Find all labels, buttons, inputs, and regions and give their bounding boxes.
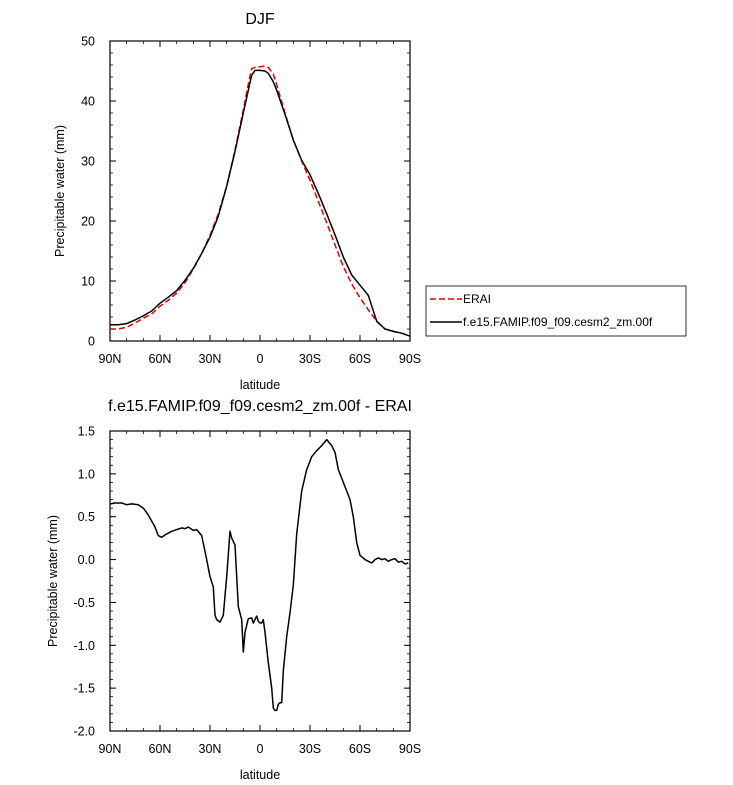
x-tick-label: 0 <box>257 742 264 756</box>
plot-frame <box>109 40 411 342</box>
djf-panel: DJF 90N 60N 30N 0 30S 60S 90S 0 10 20 30 40 50 latit… <box>53 11 421 392</box>
legend-entry-erai: ERAI <box>463 292 491 306</box>
legend-entry-model: f.e15.FAMIP.f09_f09.cesm2_zm.00f <box>463 315 653 329</box>
plot-frame <box>109 430 411 732</box>
y-tick-label: 1.5 <box>78 425 95 439</box>
y-tick-label: 30 <box>81 155 95 169</box>
y-tick-label: 0.5 <box>78 510 95 524</box>
y-tick-label: 20 <box>81 215 95 229</box>
legend-box <box>425 285 687 337</box>
x-tick-label: 90S <box>399 352 421 366</box>
x-tick-label: 30S <box>299 352 321 366</box>
x-tick-label: 90N <box>99 352 122 366</box>
y-tick-label: 0 <box>88 335 95 349</box>
x-tick-label: 90N <box>99 742 122 756</box>
y-tick-label: 40 <box>81 95 95 109</box>
y-tick-label: 50 <box>81 35 95 49</box>
panel-title: f.e15.FAMIP.f09_f09.cesm2_zm.00f - ERAI <box>108 398 412 415</box>
x-tick-label: 60S <box>349 352 371 366</box>
x-tick-label: 60S <box>349 742 371 756</box>
difference-panel: f.e15.FAMIP.f09_f09.cesm2_zm.00f - ERAI … <box>46 398 421 782</box>
x-tick-label: 30N <box>199 742 222 756</box>
y-axis-label: Precipitable water (mm) <box>46 515 60 647</box>
panel-title: DJF <box>245 11 275 28</box>
legend: ERAI f.e15.FAMIP.f09_f09.cesm2_zm.00f <box>425 285 687 337</box>
y-tick-label: 0.0 <box>78 553 95 567</box>
marks-layer: 90N 60N 30N 0 30S 60S 90S -2.0 -1.5 -1.0 -0.5 0.0 0.… <box>73 425 421 757</box>
series-line-2 <box>110 69 411 337</box>
series-line-1 <box>109 438 409 712</box>
x-axis-label: latitude <box>240 768 280 782</box>
y-tick-label: -0.5 <box>73 596 95 610</box>
x-tick-label: 30N <box>199 352 222 366</box>
x-tick-label: 30S <box>299 742 321 756</box>
series-line-1 <box>110 65 411 337</box>
y-tick-label: 1.0 <box>78 467 95 481</box>
marks-layer: 90N 60N 30N 0 30S 60S 90S 0 10 20 30 40 50 <box>81 35 421 367</box>
x-tick-label: 0 <box>257 352 264 366</box>
y-axis-label: Precipitable water (mm) <box>53 125 67 257</box>
y-tick-label: 10 <box>81 275 95 289</box>
x-tick-label: 90S <box>399 742 421 756</box>
x-tick-label: 60N <box>149 352 172 366</box>
x-tick-label: 60N <box>149 742 172 756</box>
y-tick-label: -1.5 <box>73 682 95 696</box>
x-axis-label: latitude <box>240 378 280 392</box>
y-tick-label: -2.0 <box>73 725 95 739</box>
y-tick-label: -1.0 <box>73 639 95 653</box>
